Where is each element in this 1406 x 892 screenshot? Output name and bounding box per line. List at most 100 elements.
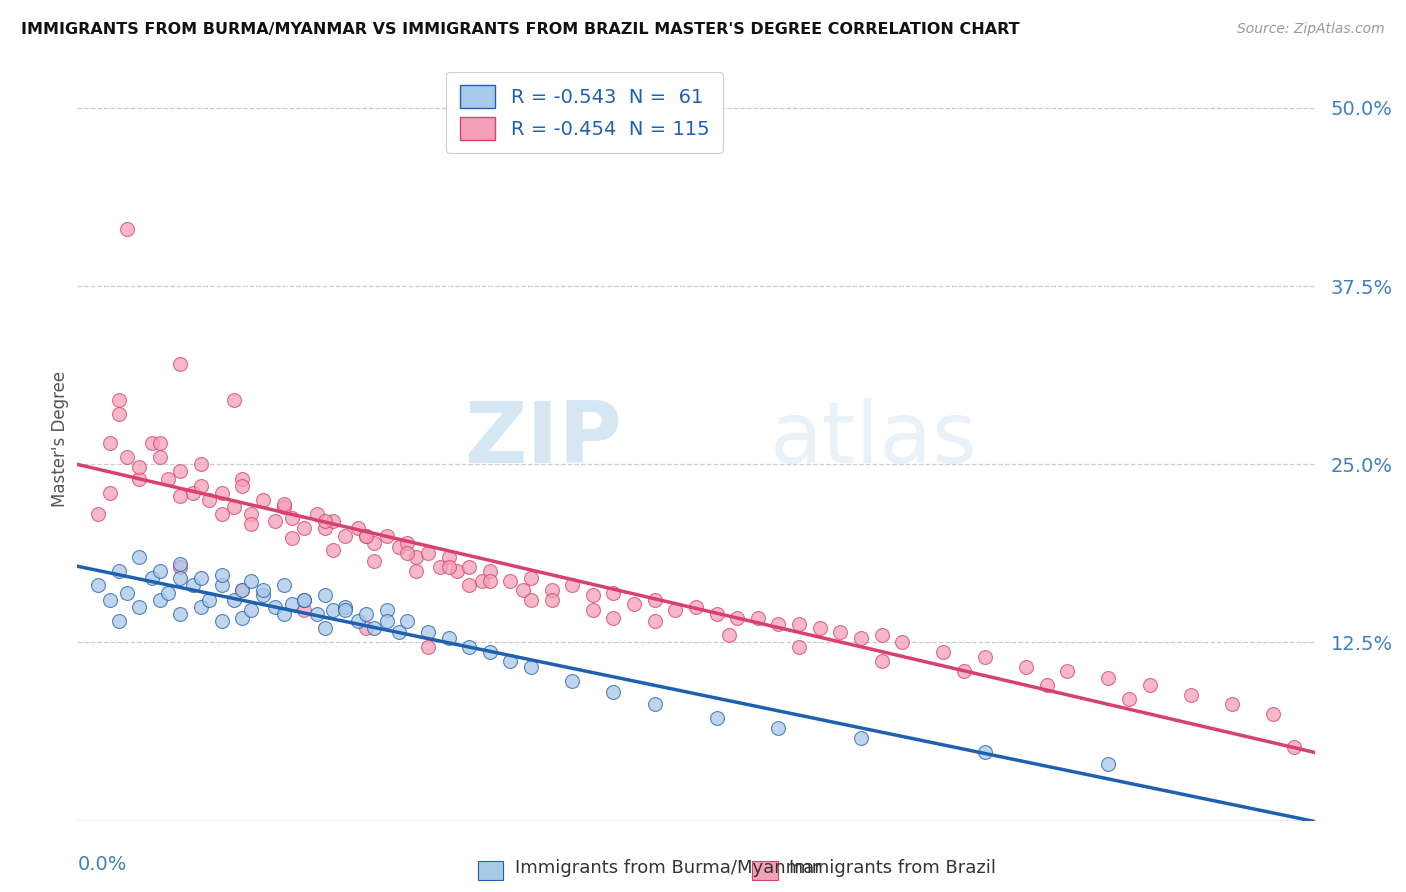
Point	[582, 602, 605, 616]
Point	[520, 659, 543, 673]
Point	[499, 654, 522, 668]
Point	[252, 582, 274, 597]
Point	[499, 574, 522, 589]
Point	[281, 597, 304, 611]
Text: 0.0%: 0.0%	[77, 855, 127, 874]
Text: Immigrants from Burma/Myanmar: Immigrants from Burma/Myanmar	[515, 860, 821, 878]
Point	[973, 649, 995, 664]
Point	[953, 664, 976, 678]
Point	[128, 471, 150, 485]
Point	[190, 571, 212, 585]
Point	[141, 571, 163, 585]
Point	[396, 614, 419, 628]
Point	[211, 568, 233, 582]
Legend: R = -0.543  N =  61, R = -0.454  N = 115: R = -0.543 N = 61, R = -0.454 N = 115	[447, 71, 723, 153]
Point	[98, 485, 121, 500]
Point	[1139, 678, 1161, 692]
Point	[787, 640, 810, 654]
Point	[405, 549, 427, 564]
Point	[849, 731, 872, 745]
Point	[305, 607, 328, 621]
Point	[87, 507, 110, 521]
Point	[354, 528, 377, 542]
Point	[128, 599, 150, 614]
Text: R = -0.543: R = -0.543	[699, 871, 707, 873]
Point	[322, 602, 344, 616]
Point	[582, 588, 605, 602]
Point	[396, 535, 419, 549]
Point	[1180, 688, 1202, 702]
Point	[354, 528, 377, 542]
Point	[115, 450, 138, 464]
Point	[346, 614, 368, 628]
Point	[446, 564, 468, 578]
Point	[1220, 697, 1243, 711]
Point	[239, 507, 262, 521]
Point	[891, 635, 914, 649]
Point	[1118, 692, 1140, 706]
Point	[437, 631, 460, 645]
Point	[190, 478, 212, 492]
Point	[98, 592, 121, 607]
Point	[973, 745, 995, 759]
Point	[239, 574, 262, 589]
Point	[322, 514, 344, 528]
Point	[252, 588, 274, 602]
Point	[354, 621, 377, 635]
Point	[1015, 659, 1038, 673]
Point	[222, 393, 245, 408]
Point	[1035, 678, 1057, 692]
Point	[335, 528, 357, 542]
Point	[706, 607, 728, 621]
Point	[169, 560, 191, 574]
Point	[169, 489, 191, 503]
Point	[354, 607, 377, 621]
Point	[98, 435, 121, 450]
Point	[181, 485, 204, 500]
Point	[264, 599, 287, 614]
Point	[363, 535, 385, 549]
Point	[375, 528, 398, 542]
Point	[335, 599, 357, 614]
Point	[725, 611, 748, 625]
Point	[1097, 671, 1119, 685]
Point	[264, 514, 287, 528]
Point	[211, 578, 233, 592]
Point	[664, 602, 686, 616]
Text: Source: ZipAtlas.com: Source: ZipAtlas.com	[1237, 22, 1385, 37]
Point	[190, 599, 212, 614]
Point	[190, 457, 212, 471]
Point	[363, 554, 385, 568]
Point	[458, 640, 481, 654]
Point	[396, 546, 419, 560]
Point	[128, 549, 150, 564]
Point	[305, 507, 328, 521]
Point	[1056, 664, 1078, 678]
Point	[107, 408, 129, 422]
Y-axis label: Master's Degree: Master's Degree	[51, 371, 69, 508]
Point	[644, 697, 666, 711]
Point	[623, 597, 645, 611]
Point	[231, 478, 253, 492]
Point	[1282, 739, 1305, 754]
Point	[292, 592, 315, 607]
Point	[375, 602, 398, 616]
Point	[322, 542, 344, 557]
Point	[149, 450, 172, 464]
Point	[211, 614, 233, 628]
Point	[169, 557, 191, 571]
Point	[273, 607, 295, 621]
Point	[157, 471, 180, 485]
Point	[416, 625, 439, 640]
Point	[1097, 756, 1119, 771]
Point	[181, 578, 204, 592]
Point	[115, 585, 138, 599]
Point	[787, 616, 810, 631]
Point	[405, 564, 427, 578]
Point	[561, 673, 583, 688]
Point	[849, 631, 872, 645]
Point	[128, 460, 150, 475]
Point	[768, 616, 790, 631]
Point	[520, 571, 543, 585]
Point	[644, 592, 666, 607]
